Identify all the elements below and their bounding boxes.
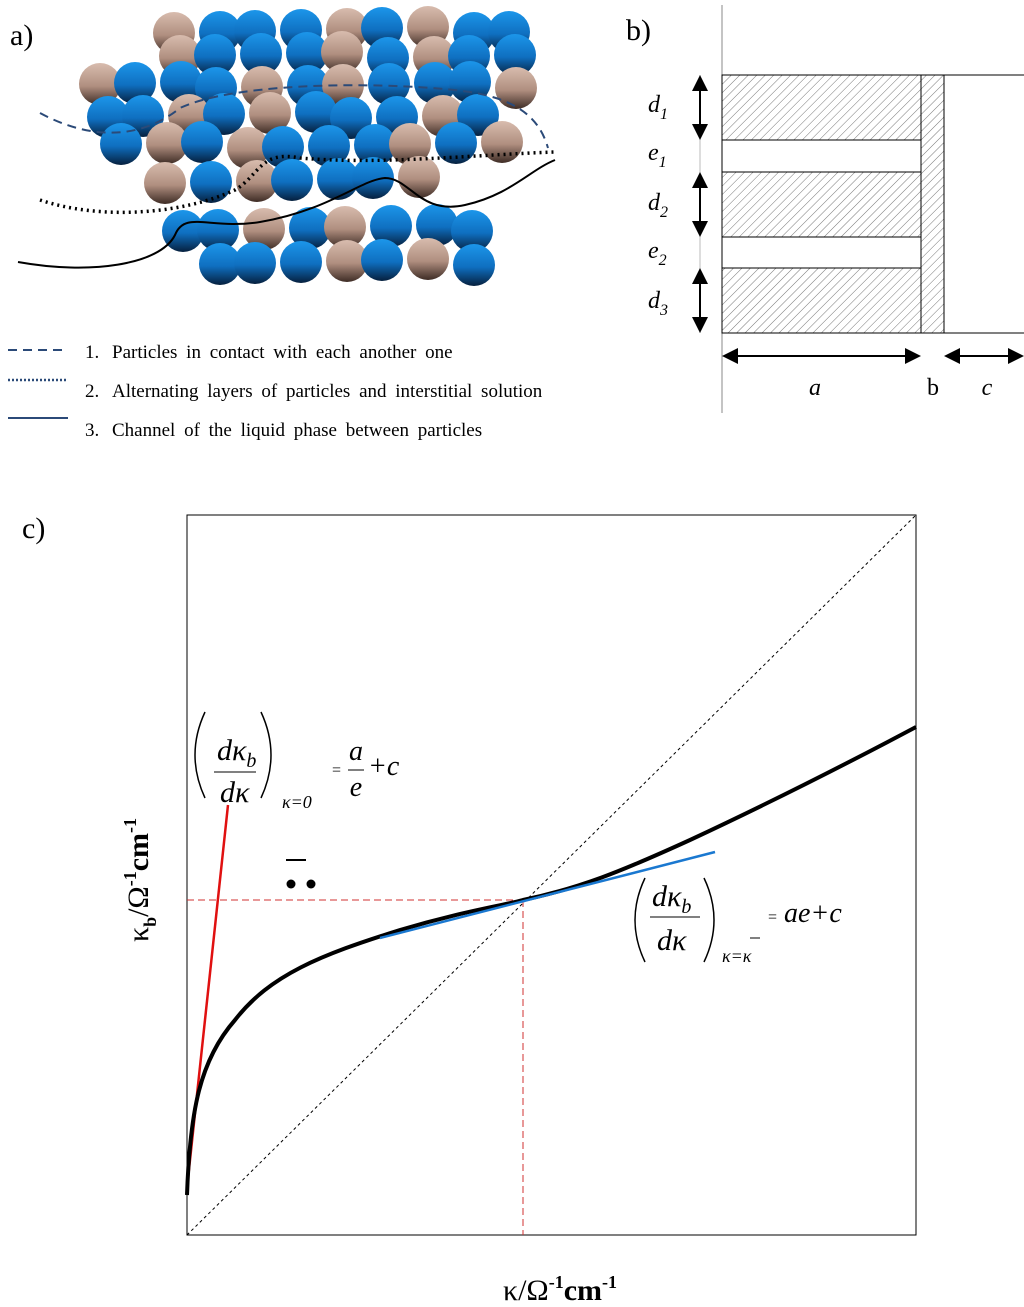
decoration [307,880,316,889]
particle [361,239,403,281]
eq-den: dκ [657,924,687,957]
legend-number: 3. [85,420,99,441]
layer-label: e1 [648,140,667,171]
label-part: κ [122,927,155,942]
particle [453,244,495,286]
label-sup: -1 [120,818,140,833]
label-sub: 1 [659,154,667,171]
eq-sub: b [246,750,256,772]
label-sub: b [140,917,160,927]
layer-diagram [700,5,1024,413]
eq-text: +c [368,751,400,782]
paren [704,878,714,962]
legend-text: Alternating layers of particles and inte… [112,381,543,402]
label-sup: -1 [549,1272,564,1292]
eq-sub: b [681,896,691,918]
particle [271,159,313,201]
layer-label: d3 [648,288,668,319]
label-sub: 2 [660,204,668,221]
width-label: b [927,375,939,401]
legend-text: Channel of the liquid phase between part… [112,420,482,441]
width-label: c [982,375,993,401]
eq-text: a [349,736,363,767]
paren [261,712,271,798]
eq-sign: = [768,909,777,926]
diagonal [187,515,916,1235]
eq-cond: κ=0 [282,792,312,812]
particle [234,242,276,284]
paren [195,712,205,798]
x-axis-label: κ/Ω-1cm-1 [503,1272,617,1307]
eq-num: dκb [217,734,256,772]
label-sub: 3 [659,302,668,319]
eq-cond: κ=κ [722,946,752,966]
particle [407,238,449,280]
particle [495,67,537,109]
particle [181,121,223,163]
label-part: /Ω [122,886,155,917]
panel-label: a) [10,19,33,52]
particle [144,162,186,204]
layer-label: e2 [648,238,667,269]
label-part: cm [122,833,155,871]
legend-number: 2. [85,381,99,402]
layer-label: d1 [648,92,668,123]
particles [79,6,537,286]
label-part: κ/Ω [503,1274,549,1307]
label-sub: 1 [660,106,668,123]
eq-text: dκ [217,734,247,767]
particle [280,241,322,283]
layer-label: d2 [648,190,668,221]
y-axis-label: κb/Ω-1cm-1 [120,818,160,942]
width-label: a [809,375,821,401]
legend-text: Particles in contact with each another o… [112,342,453,363]
label-base: e [648,238,659,264]
label-base: e [648,140,659,166]
legend-number: 1. [85,342,99,363]
eq-sign: = [332,762,341,779]
decoration [287,880,296,889]
panel-label: b) [626,14,651,47]
particle [100,123,142,165]
eq-text: e [350,772,362,803]
panel-label: c) [22,512,45,545]
paren [635,878,645,962]
eq-den: dκ [220,776,250,809]
eq-num: dκb [652,880,691,918]
label-sup: -1 [120,871,140,886]
figure: a) 1. Particles in contact with each ano… [0,0,1024,1307]
label-sub: 2 [659,252,667,269]
label-sup: -1 [602,1272,617,1292]
particle [398,156,440,198]
eq-text: ae+c [784,898,842,929]
label-part: cm [564,1274,602,1307]
particle [190,161,232,203]
eq-text: dκ [652,880,682,913]
